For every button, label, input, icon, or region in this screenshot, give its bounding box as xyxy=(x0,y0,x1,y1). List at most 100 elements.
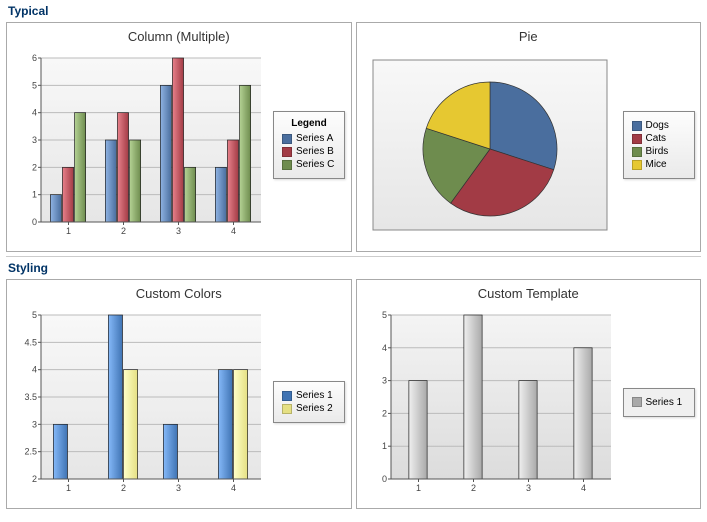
bar xyxy=(75,113,86,222)
chart-title: Column (Multiple) xyxy=(13,29,345,44)
svg-text:6: 6 xyxy=(32,53,37,63)
svg-text:1: 1 xyxy=(66,483,71,493)
svg-text:0: 0 xyxy=(381,474,386,484)
bar xyxy=(215,167,226,222)
svg-text:2: 2 xyxy=(32,162,37,172)
bar xyxy=(240,85,251,222)
legend-swatch xyxy=(282,391,292,401)
legend-swatch xyxy=(632,160,642,170)
bar xyxy=(124,370,138,479)
panel-custom-template: Custom Template 0123451234 Series 1 xyxy=(356,279,702,509)
bar xyxy=(160,85,171,222)
legend-swatch xyxy=(632,397,642,407)
bar xyxy=(234,370,248,479)
legend-item: Series C xyxy=(282,159,336,170)
svg-text:1: 1 xyxy=(415,483,420,493)
legend-item: Series B xyxy=(282,146,336,157)
chart-stage: 01234561234 xyxy=(13,50,267,240)
legend-items: Series A Series B Series C xyxy=(282,133,336,170)
legend-item: Birds xyxy=(632,146,686,157)
panel-column-multiple: Column (Multiple) 01234561234 Legend Ser… xyxy=(6,22,352,252)
svg-text:1: 1 xyxy=(66,226,71,236)
bar xyxy=(62,167,73,222)
svg-text:4: 4 xyxy=(32,365,37,375)
legend-items: Dogs Cats Birds Mice xyxy=(632,120,686,170)
chart-body: 0 1 2 3 4 5 1 2 3 4 Series 1 xyxy=(363,307,695,497)
legend-box: Series 1 Series 2 xyxy=(273,381,345,423)
bar xyxy=(518,381,536,479)
chart-title: Pie xyxy=(363,29,695,44)
bar xyxy=(463,315,481,479)
svg-text:2: 2 xyxy=(470,483,475,493)
bar xyxy=(53,424,67,479)
legend-label: Series A xyxy=(296,133,333,144)
legend-item: Mice xyxy=(632,159,686,170)
chart-body: Dogs Cats Birds Mice xyxy=(363,50,695,240)
svg-text:3: 3 xyxy=(381,376,386,386)
legend-item: Series 1 xyxy=(282,390,336,401)
bar xyxy=(163,424,177,479)
section-title-typical: Typical xyxy=(6,2,701,22)
bar xyxy=(105,140,116,222)
panel-pie: Pie Dogs Cats Birds Mice xyxy=(356,22,702,252)
svg-text:2: 2 xyxy=(121,483,126,493)
chart-stage: 0 1 2 3 4 5 1 2 3 4 xyxy=(363,307,617,497)
legend-label: Mice xyxy=(646,159,667,170)
legend-swatch xyxy=(632,147,642,157)
svg-text:3: 3 xyxy=(32,419,37,429)
legend-label: Series 2 xyxy=(296,403,333,414)
section-title-styling: Styling xyxy=(6,259,701,279)
bar xyxy=(227,140,238,222)
svg-text:5: 5 xyxy=(32,80,37,90)
legend-item: Cats xyxy=(632,133,686,144)
legend-label: Series 1 xyxy=(296,390,333,401)
svg-text:3: 3 xyxy=(525,483,530,493)
svg-text:5: 5 xyxy=(381,310,386,320)
legend-label: Dogs xyxy=(646,120,669,131)
svg-text:2: 2 xyxy=(32,474,37,484)
legend-item: Series 1 xyxy=(632,397,686,408)
bar xyxy=(117,113,128,222)
svg-text:4: 4 xyxy=(381,343,386,353)
legend-label: Cats xyxy=(646,133,667,144)
svg-text:3: 3 xyxy=(176,226,181,236)
svg-text:4: 4 xyxy=(580,483,585,493)
svg-text:2.5: 2.5 xyxy=(24,447,37,457)
chart-stage: 2 2.5 3 3.5 4 4.5 5 1 2 3 4 xyxy=(13,307,267,497)
svg-text:4: 4 xyxy=(231,483,236,493)
divider xyxy=(6,256,701,257)
legend-swatch xyxy=(282,134,292,144)
bar xyxy=(172,58,183,222)
svg-text:2: 2 xyxy=(121,226,126,236)
legend-box: Legend Series A Series B Series C xyxy=(273,111,345,179)
legend-swatch xyxy=(282,160,292,170)
legend-swatch xyxy=(632,134,642,144)
legend-items: Series 1 Series 2 xyxy=(282,390,336,414)
svg-text:1: 1 xyxy=(32,190,37,200)
svg-text:3: 3 xyxy=(176,483,181,493)
legend-swatch xyxy=(282,404,292,414)
bar xyxy=(218,370,232,479)
svg-text:0: 0 xyxy=(32,217,37,227)
bar xyxy=(130,140,141,222)
legend-item: Series 2 xyxy=(282,403,336,414)
svg-text:3: 3 xyxy=(32,135,37,145)
row-typical: Column (Multiple) 01234561234 Legend Ser… xyxy=(6,22,701,252)
legend-item: Dogs xyxy=(632,120,686,131)
svg-text:1: 1 xyxy=(381,441,386,451)
legend-box: Series 1 xyxy=(623,388,695,417)
chart-body: 01234561234 Legend Series ASeries BSerie… xyxy=(13,50,345,240)
legend-items: Series 1 xyxy=(632,397,686,408)
svg-text:5: 5 xyxy=(32,310,37,320)
svg-text:4.5: 4.5 xyxy=(24,337,37,347)
legend-swatch xyxy=(632,121,642,131)
chart-title: Custom Colors xyxy=(13,286,345,301)
bar xyxy=(50,195,61,222)
svg-text:3.5: 3.5 xyxy=(24,392,37,402)
bar xyxy=(573,348,591,479)
legend-label: Series B xyxy=(296,146,334,157)
svg-text:2: 2 xyxy=(381,408,386,418)
legend-title: Legend xyxy=(282,118,336,129)
legend-label: Series C xyxy=(296,159,334,170)
chart-stage xyxy=(363,50,617,240)
